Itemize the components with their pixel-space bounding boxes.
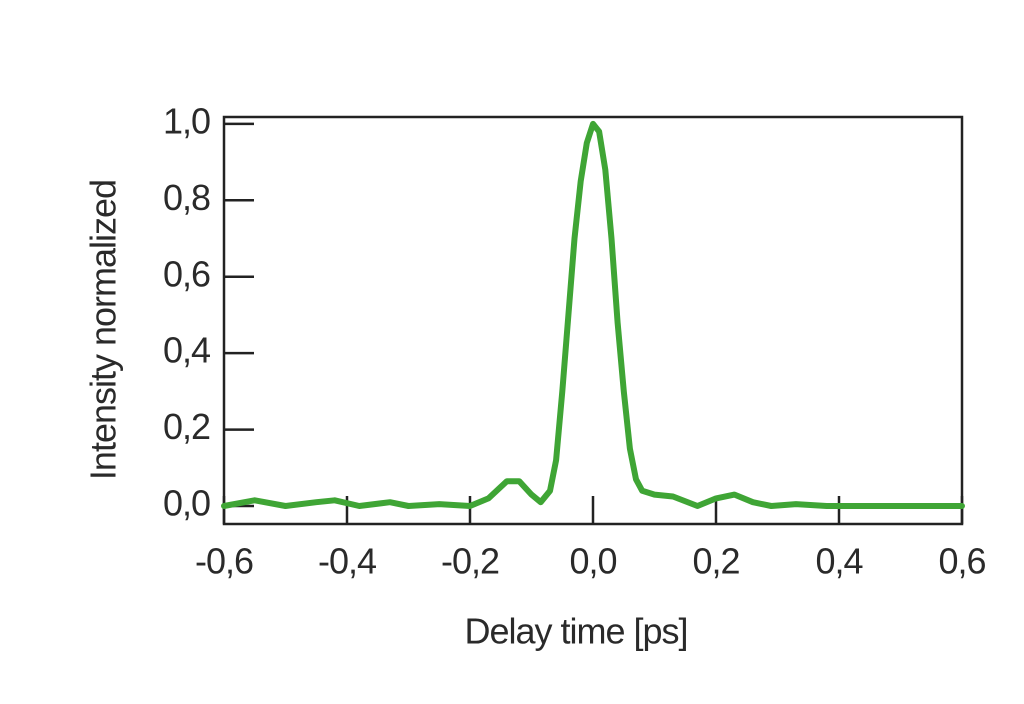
x-tick-label: 0,4 [815, 541, 862, 582]
y-tick-label: 0,8 [163, 177, 210, 218]
y-tick-label: 1,0 [163, 100, 210, 141]
x-tick-label: -0,2 [441, 541, 499, 582]
x-tick-label: 0,2 [692, 541, 739, 582]
x-tick-label: 0,6 [938, 541, 985, 582]
x-tick-label: -0,6 [195, 541, 253, 582]
y-tick-label: 0,2 [163, 406, 210, 447]
x-axis-label: Delay time [ps] [464, 611, 687, 652]
y-tick-label: 0,4 [163, 330, 210, 371]
x-tick-label: -0,4 [318, 541, 376, 582]
data-line [221, 120, 965, 509]
y-tick-label: 0,6 [163, 253, 210, 294]
x-tick-label: 0,0 [569, 541, 616, 582]
y-axis-label: Intensity normalized [83, 180, 124, 480]
y-tick-label: 0,0 [163, 483, 210, 524]
plot-frame [222, 115, 964, 526]
